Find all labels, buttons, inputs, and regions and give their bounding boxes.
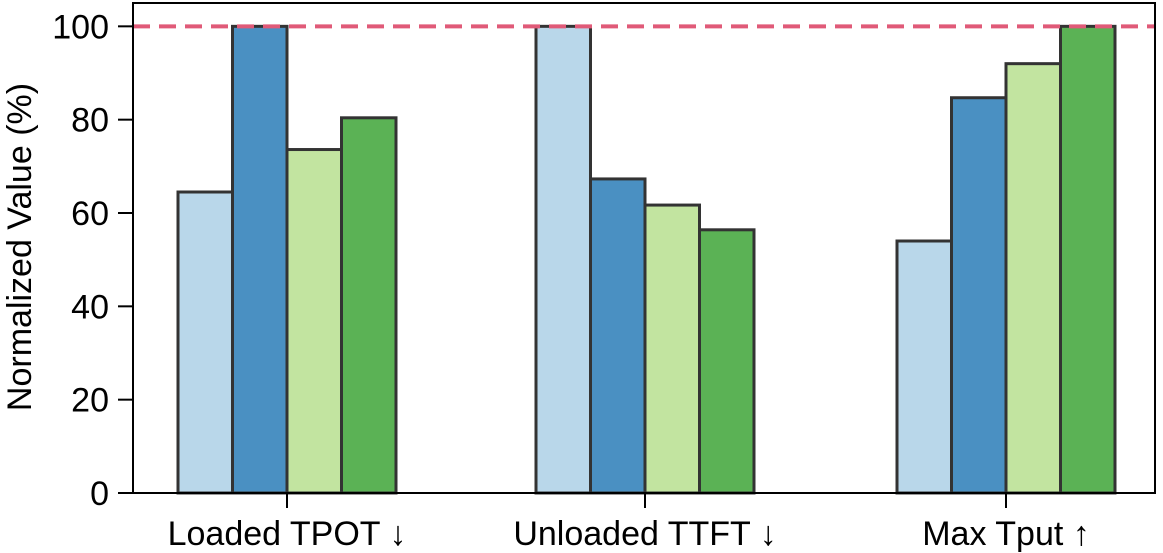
x-tick-label-1: Unloaded TTFT ↓ <box>513 515 776 553</box>
bar-cat2-series1 <box>950 96 1008 495</box>
x-tick-label-2: Max Tput ↑ <box>922 515 1090 553</box>
bar-cat1-series0 <box>534 24 592 495</box>
x-tick-label-0: Loaded TPOT ↓ <box>168 515 407 553</box>
y-tick-label-40: 40 <box>71 288 109 326</box>
y-axis: 0 20 40 60 80 100 <box>52 8 133 513</box>
y-tick-label-60: 60 <box>71 195 109 233</box>
y-tick-label-0: 0 <box>90 475 109 513</box>
bar-cat2-series2 <box>1004 62 1062 495</box>
bar-cat1-series2 <box>643 203 701 495</box>
x-axis: Loaded TPOT ↓ Unloaded TTFT ↓ Max Tput ↑ <box>168 493 1090 553</box>
y-axis-title: Normalized Value (%) <box>1 83 39 411</box>
bar-cat0-series2 <box>285 148 343 495</box>
bar-cat0-series1 <box>231 24 289 495</box>
y-tick-label-20: 20 <box>71 382 109 420</box>
bar-cat2-series0 <box>895 239 953 495</box>
bar-cat1-series3 <box>698 228 756 495</box>
bar-cat0-series0 <box>176 190 234 495</box>
bars-layer <box>176 24 1117 495</box>
y-tick-label-100: 100 <box>52 8 109 46</box>
bar-cat0-series3 <box>340 116 398 495</box>
bar-cat2-series3 <box>1059 24 1117 495</box>
bar-cat1-series1 <box>589 177 647 495</box>
y-tick-label-80: 80 <box>71 102 109 140</box>
